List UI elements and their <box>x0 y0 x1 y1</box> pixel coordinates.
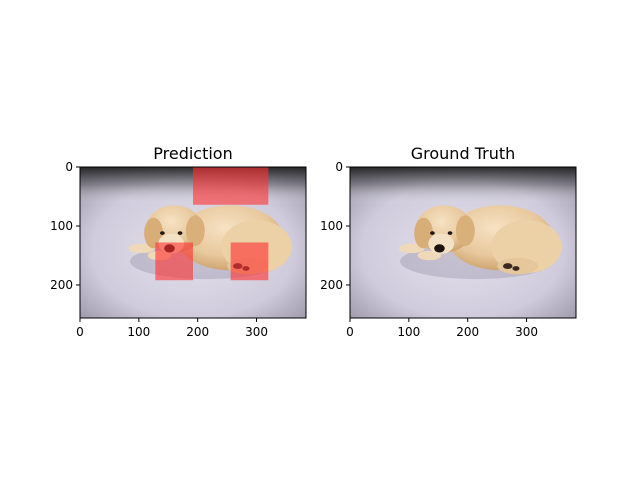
prediction-ytick-label: 200 <box>50 278 73 292</box>
ground-truth-image <box>350 167 576 318</box>
ground-truth-title: Ground Truth <box>411 144 516 163</box>
prediction-highlight-region <box>193 167 269 205</box>
prediction-ytick-label: 0 <box>65 160 73 174</box>
prediction-overlay-group <box>155 167 269 281</box>
prediction-title: Prediction <box>153 144 232 163</box>
ground-truth-ytick-label: 100 <box>320 219 343 233</box>
prediction-xtick-label: 300 <box>245 325 268 339</box>
prediction-highlight-region <box>155 242 193 281</box>
ground-truth-xtick-label: 300 <box>515 325 538 339</box>
ground-truth-panel: Ground Truth 0 100 200 300 0 100 200 <box>320 144 577 339</box>
ground-truth-ticks: 0 100 200 300 0 100 200 <box>320 160 538 339</box>
prediction-ticks: 0 100 200 300 0 100 200 <box>50 160 268 339</box>
prediction-xtick-label: 200 <box>186 325 209 339</box>
prediction-xtick-label: 0 <box>76 325 84 339</box>
prediction-image <box>80 167 306 318</box>
prediction-highlight-region <box>230 242 269 281</box>
prediction-ytick-label: 100 <box>50 219 73 233</box>
ground-truth-ytick-label: 200 <box>320 278 343 292</box>
ground-truth-xtick-label: 200 <box>456 325 479 339</box>
prediction-axes-frame <box>79 166 307 319</box>
prediction-panel: Prediction 0 100 200 300 0 100 200 <box>50 144 307 339</box>
ground-truth-axes-frame <box>349 166 577 319</box>
ground-truth-ytick-label: 0 <box>335 160 343 174</box>
ground-truth-xtick-label: 100 <box>397 325 420 339</box>
ground-truth-xtick-label: 0 <box>346 325 354 339</box>
prediction-xtick-label: 100 <box>127 325 150 339</box>
